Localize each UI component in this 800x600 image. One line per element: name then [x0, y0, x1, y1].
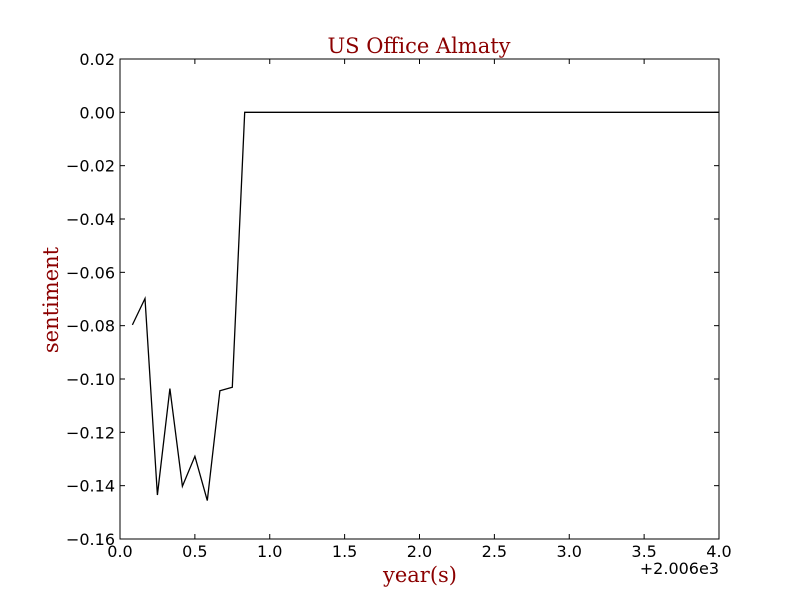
x-tick-label: 0.0 [107, 542, 132, 561]
x-tick-label: 2.0 [407, 542, 432, 561]
chart-title: US Office Almaty [327, 34, 510, 58]
series-line [131, 111, 719, 501]
y-tick-label: −0.10 [66, 370, 115, 389]
x-tick-label: 2.5 [482, 542, 507, 561]
x-tick-label: 1.0 [257, 542, 282, 561]
y-tick-label: 0.02 [79, 50, 115, 69]
y-tick-label: −0.04 [66, 210, 115, 229]
y-tick-label: −0.02 [66, 157, 115, 176]
y-tick-label: 0.00 [79, 103, 115, 122]
x-tick-label: 1.5 [332, 542, 357, 561]
y-tick-label: −0.06 [66, 263, 115, 282]
x-tick-label: 3.0 [557, 542, 582, 561]
x-axis-label: year(s) [382, 563, 457, 587]
x-tick-label: 4.0 [706, 542, 731, 561]
y-axis-label: sentiment [39, 246, 63, 353]
y-tick-label: −0.16 [66, 530, 115, 549]
x-tick-label: 0.5 [182, 542, 207, 561]
y-tick-label: −0.14 [66, 477, 115, 496]
y-tick-label: −0.08 [66, 317, 115, 336]
plot-area [119, 58, 720, 540]
y-tick-label: −0.12 [66, 423, 115, 442]
tick-labels: 0.0 0.5 1.0 1.5 2.0 2.5 3.0 3.5 4.0 0.02 0.00 −0.02… [66, 50, 732, 561]
x-tick-label: 3.5 [631, 542, 656, 561]
x-offset-label: +2.006e3 [640, 559, 719, 578]
series-group [131, 111, 719, 501]
